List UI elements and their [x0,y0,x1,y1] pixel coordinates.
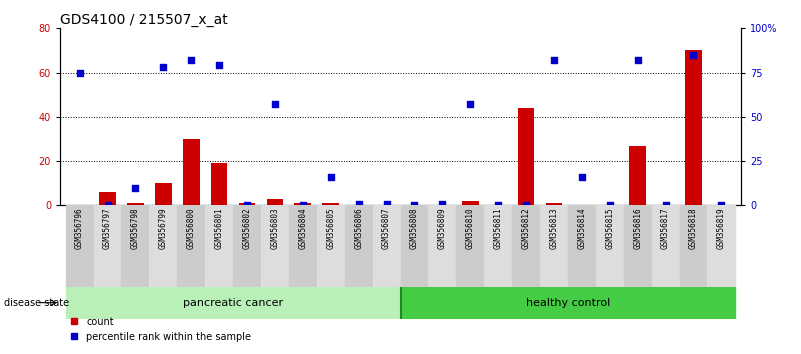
Bar [177,205,205,287]
Text: GSM356819: GSM356819 [717,208,726,249]
Bar [400,205,429,287]
Point [380,201,393,206]
Point [408,202,421,208]
Text: GSM356802: GSM356802 [243,208,252,249]
Text: GSM356799: GSM356799 [159,208,168,249]
Text: GSM356809: GSM356809 [438,208,447,249]
Bar [596,205,624,287]
Bar [630,145,646,205]
Point [129,185,142,190]
Text: GSM356805: GSM356805 [326,208,336,249]
Point [659,202,672,208]
Bar [295,203,312,205]
Bar [267,199,284,205]
Point [213,63,226,68]
Text: GSM356813: GSM356813 [549,208,558,249]
Text: GSM356808: GSM356808 [410,208,419,249]
Bar [127,203,144,205]
Point [687,52,700,58]
Point [240,202,253,208]
Bar [512,205,540,287]
Point [296,202,309,208]
Bar [261,205,289,287]
Point [631,57,644,63]
Bar [122,205,149,287]
Bar [457,205,485,287]
Legend: count, percentile rank within the sample: count, percentile rank within the sample [65,313,256,346]
Bar [66,205,94,287]
Text: GSM356812: GSM356812 [521,208,530,249]
Point [548,57,561,63]
Bar [624,205,652,287]
Bar [211,163,227,205]
Text: GSM356818: GSM356818 [689,208,698,249]
Text: GSM356816: GSM356816 [633,208,642,249]
Text: disease state: disease state [4,298,69,308]
Bar [205,205,233,287]
Bar [545,203,562,205]
Bar [316,205,344,287]
Text: GSM356800: GSM356800 [187,208,195,249]
Bar [155,183,171,205]
Text: GSM356815: GSM356815 [606,208,614,249]
Point [492,202,505,208]
Bar [517,108,534,205]
Bar [429,205,457,287]
Bar [183,139,199,205]
Bar [322,203,339,205]
Point [324,174,337,180]
Text: healthy control: healthy control [525,298,610,308]
Point [575,174,588,180]
Bar [400,287,735,319]
Point [436,201,449,206]
Bar [344,205,372,287]
Point [464,102,477,107]
Bar [679,205,707,287]
Text: GSM356797: GSM356797 [103,208,112,249]
Bar [685,51,702,205]
Bar [485,205,512,287]
Point [101,202,114,208]
Text: GSM356804: GSM356804 [298,208,308,249]
Point [352,201,365,206]
Bar [372,205,400,287]
Text: pancreatic cancer: pancreatic cancer [183,298,283,308]
Text: GSM356807: GSM356807 [382,208,391,249]
Point [520,202,533,208]
Bar [233,205,261,287]
Text: GDS4100 / 215507_x_at: GDS4100 / 215507_x_at [60,13,227,27]
Point [715,202,728,208]
Text: GSM356801: GSM356801 [215,208,223,249]
Bar [289,205,316,287]
Text: GSM356817: GSM356817 [661,208,670,249]
Text: GSM356803: GSM356803 [271,208,280,249]
Bar [568,205,596,287]
Bar [239,203,256,205]
Bar [707,205,735,287]
Bar [94,205,122,287]
Bar [149,205,177,287]
Point [73,70,86,75]
Text: GSM356806: GSM356806 [354,208,363,249]
Bar [652,205,679,287]
Text: GSM356796: GSM356796 [75,208,84,249]
Point [157,64,170,70]
Bar [66,287,400,319]
Bar [99,192,116,205]
Bar [462,201,479,205]
Bar [540,205,568,287]
Text: GSM356810: GSM356810 [465,208,475,249]
Text: GSM356811: GSM356811 [493,208,503,249]
Text: GSM356798: GSM356798 [131,208,140,249]
Point [268,102,281,107]
Point [185,57,198,63]
Point [603,202,616,208]
Text: GSM356814: GSM356814 [578,208,586,249]
